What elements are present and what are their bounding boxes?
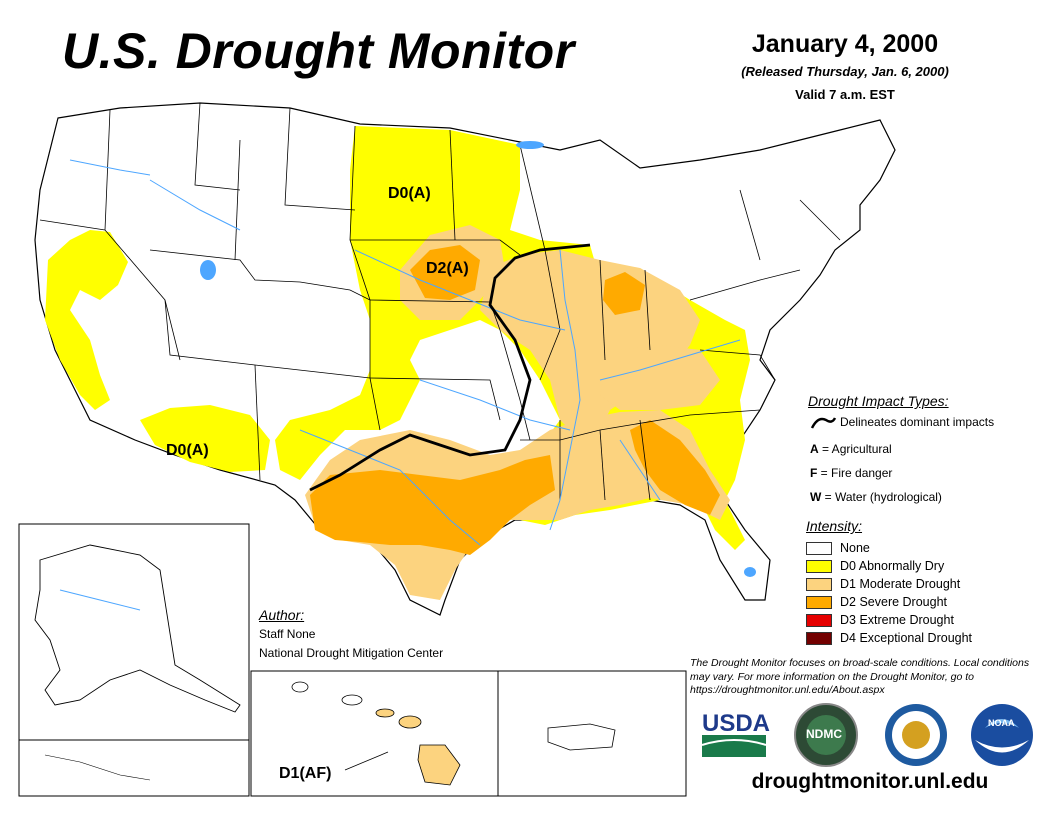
d0-southwest	[140, 405, 270, 472]
impact-type-water: W = Water (hydrological)	[810, 490, 942, 504]
swatch-d0	[806, 559, 832, 573]
valid-time: Valid 7 a.m. EST	[795, 87, 895, 102]
intensity-d2: D2 Severe Drought	[806, 594, 947, 610]
state-lines	[39, 102, 841, 501]
impact-line-sample	[810, 417, 837, 429]
intensity-d3: D3 Extreme Drought	[806, 612, 954, 628]
swatch-none	[806, 541, 832, 555]
usda-logo-text: USDA	[702, 710, 771, 737]
label-d0-southwest: D0(A)	[166, 442, 209, 459]
ndmc-logo	[794, 703, 858, 767]
impact-line-label: Delineates dominant impacts	[840, 415, 995, 429]
release-date: (Released Thursday, Jan. 6, 2000)	[741, 64, 949, 79]
noaa-logo	[971, 704, 1033, 766]
usda-logo	[701, 735, 767, 757]
ndmc-logo-text: NDMC	[806, 727, 842, 741]
noaa-logo-text: NOAA	[988, 718, 1015, 728]
impact-legend-title: Drought Impact Types:	[808, 393, 949, 409]
author-org: National Drought Mitigation Center	[259, 646, 444, 660]
d2-indiana	[603, 272, 645, 315]
label-d2-midwest: D2(A)	[426, 260, 469, 277]
impact-boundary-lines	[309, 243, 591, 492]
map-date: January 4, 2000	[751, 30, 939, 58]
impact-type-fire: F = Fire danger	[810, 466, 893, 480]
d2-southeast	[630, 420, 720, 515]
intensity-none: None	[806, 540, 870, 556]
d2-texas	[310, 455, 555, 555]
swatch-d1	[806, 577, 832, 591]
impact-type-agricultural: A = Agricultural	[810, 442, 892, 456]
alaska-shape	[34, 544, 241, 713]
swatch-d3	[806, 613, 832, 627]
intensity-d4: D4 Exceptional Drought	[806, 630, 972, 646]
d2-midwest	[410, 245, 480, 300]
d1-midwest	[480, 250, 700, 440]
hawaii-islands	[291, 681, 461, 786]
intensity-legend-title: Intensity:	[806, 518, 863, 534]
commerce-seal-logo	[885, 704, 947, 766]
author-name: Staff None	[259, 627, 316, 641]
label-hawaii: D1(AF)	[279, 765, 332, 782]
intensity-d0: D0 Abnormally Dry	[806, 558, 944, 574]
page-title: U.S. Drought Monitor	[62, 23, 575, 79]
swatch-d4	[806, 631, 832, 645]
d1-ohio	[600, 345, 720, 410]
hawaii-inset	[250, 670, 499, 797]
label-d0-north: D0(A)	[388, 185, 431, 202]
disclaimer-note: The Drought Monitor focuses on broad-sca…	[690, 657, 1030, 696]
intensity-d1: D1 Moderate Drought	[806, 576, 960, 592]
d2-areas	[310, 245, 720, 555]
author-heading: Author:	[259, 607, 305, 623]
swatch-d2	[806, 595, 832, 609]
lakes	[200, 141, 756, 577]
footer-url-link[interactable]: droughtmonitor.unl.edu	[751, 770, 989, 793]
rivers	[69, 159, 741, 546]
d0-west-coast	[45, 230, 128, 410]
puerto-rico-shape	[547, 723, 616, 751]
